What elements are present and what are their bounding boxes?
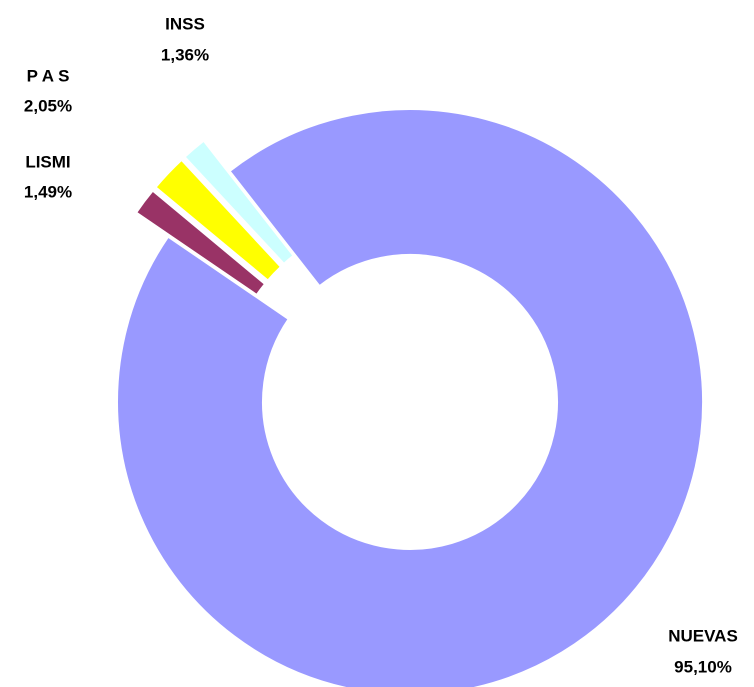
slice-label: P A S (27, 66, 70, 85)
slice (134, 189, 267, 297)
slice (154, 158, 283, 282)
slice-label: NUEVAS (668, 626, 738, 645)
slice (116, 108, 704, 687)
slice-value: 95,10% (674, 657, 732, 676)
slice-value: 1,36% (161, 45, 209, 64)
slice-label: INSS (165, 14, 205, 33)
slice-label: LISMI (25, 152, 70, 171)
slice-value: 1,49% (24, 182, 72, 201)
slice (183, 139, 295, 266)
slice-value: 2,05% (24, 96, 72, 115)
